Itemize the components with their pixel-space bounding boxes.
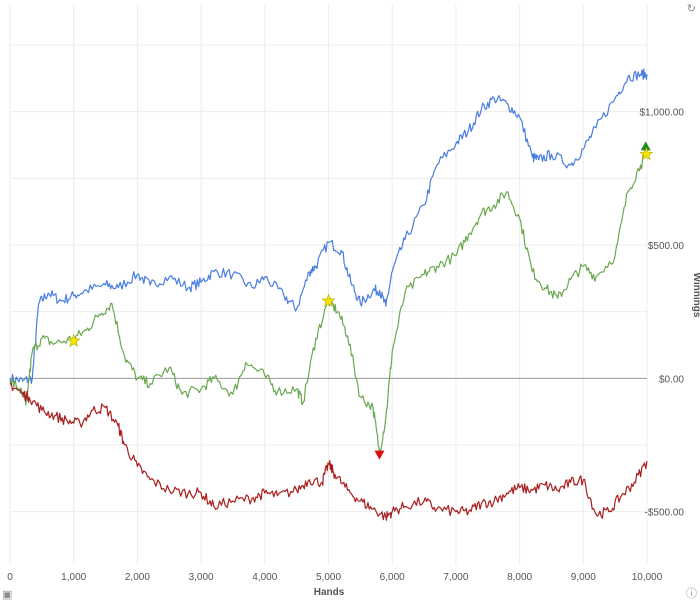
x-axis-ticks: 0 1,000 2,000 3,000 4,000 5,000 6,000 7,000 8,00…	[7, 572, 663, 583]
x-tick-label: 9,000	[571, 572, 596, 583]
triangle-down-marker-2	[374, 450, 385, 460]
refresh-icon[interactable]: ↻	[686, 3, 696, 15]
series-line-1	[9, 150, 648, 454]
x-tick-label: 1,000	[61, 572, 86, 583]
y-tick-label: -$500.00	[645, 508, 685, 519]
y-axis-ticks: $1,000.00 $500.00 $0.00 -$500.00	[640, 108, 685, 519]
y-axis-title: Winnings	[691, 273, 700, 318]
x-tick-label: 7,000	[443, 572, 468, 583]
y-tick-label: $500.00	[648, 241, 685, 252]
x-tick-label: 8,000	[507, 572, 532, 583]
grid	[9, 5, 648, 565]
series-line-0	[9, 68, 648, 385]
x-tick-label: 0	[7, 572, 13, 583]
x-tick-label: 4,000	[252, 572, 277, 583]
y-tick-label: $0.00	[659, 374, 684, 385]
star-marker-0	[66, 333, 81, 348]
star-marker-4	[639, 146, 654, 161]
x-tick-label: 10,000	[632, 572, 663, 583]
x-axis-title: Hands	[314, 587, 345, 598]
star-marker-1	[321, 293, 336, 308]
info-icon[interactable]: ⓘ	[686, 588, 697, 600]
x-tick-label: 3,000	[189, 572, 214, 583]
x-tick-label: 5,000	[316, 572, 341, 583]
y-tick-label: $1,000.00	[640, 108, 685, 119]
x-tick-label: 6,000	[380, 572, 405, 583]
series-lines	[9, 68, 648, 521]
camera-icon[interactable]: ▣	[2, 589, 13, 601]
triangle-up-marker-3	[640, 141, 651, 151]
series-line-2	[9, 382, 648, 521]
x-tick-label: 2,000	[125, 572, 150, 583]
markers	[66, 141, 654, 460]
